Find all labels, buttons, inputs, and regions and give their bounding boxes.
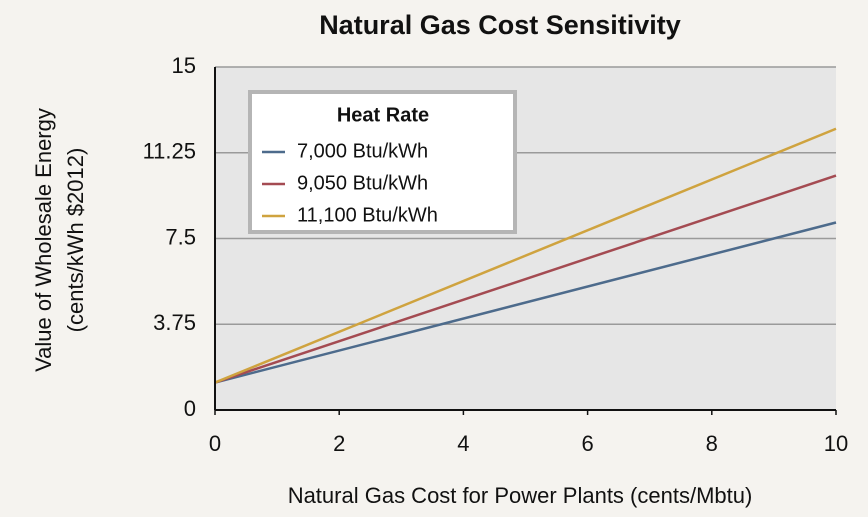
legend-label: 9,050 Btu/kWh — [297, 172, 428, 194]
y-tick-label: 0 — [184, 396, 196, 421]
series-line — [214, 127, 837, 384]
legend-label: 11,100 Btu/kWh — [297, 204, 438, 226]
x-axis-title: Natural Gas Cost for Power Plants (cents… — [288, 483, 753, 508]
y-axis-title: Value of Wholesale Energy — [31, 108, 56, 372]
series-line — [214, 221, 837, 384]
legend-label: 7,000 Btu/kWh — [297, 140, 428, 162]
y-tick-label: 7.5 — [165, 224, 196, 249]
y-tick-label: 11.25 — [143, 139, 196, 164]
legend: Heat Rate 7,000 Btu/kWh 9,050 Btu/kWh 11,1… — [248, 90, 517, 234]
x-tick-label: 0 — [209, 431, 221, 456]
y-tick-label: 15 — [172, 53, 196, 78]
x-tick-label: 10 — [824, 431, 848, 456]
x-tick-label: 4 — [457, 431, 469, 456]
x-tick-label: 2 — [333, 431, 345, 456]
legend-title: Heat Rate — [337, 104, 429, 126]
series-line — [214, 174, 837, 384]
chart-title: Natural Gas Cost Sensitivity — [319, 10, 681, 40]
y-tick-label: 3.75 — [153, 310, 196, 335]
legend-box — [248, 90, 517, 234]
x-tick-label: 6 — [581, 431, 593, 456]
lines — [214, 127, 837, 384]
x-tick-label: 8 — [706, 431, 718, 456]
y-axis-title: (cents/kWh $2012) — [63, 148, 88, 333]
